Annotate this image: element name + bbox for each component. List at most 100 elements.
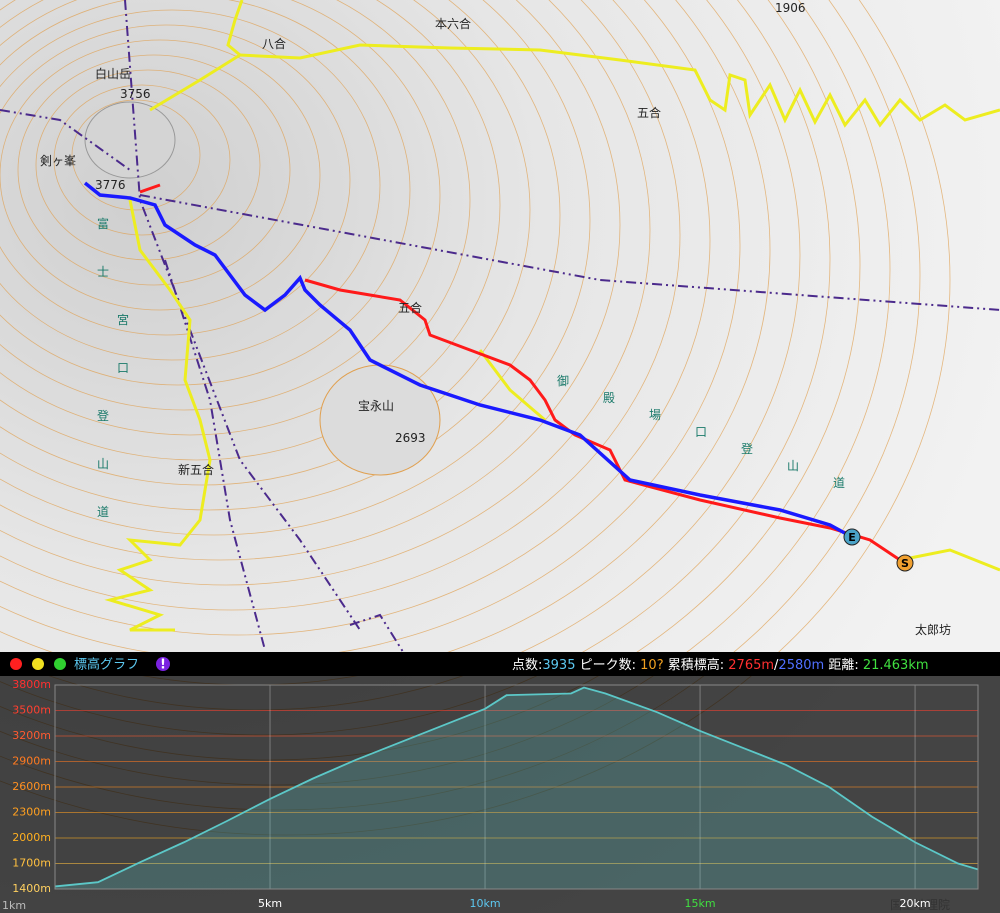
place-label: 剣ヶ峯 xyxy=(40,154,76,168)
boundary xyxy=(0,109,131,171)
trail-label: 殿 xyxy=(603,391,615,405)
stat-value: 3935 xyxy=(542,658,575,673)
route-segment xyxy=(304,278,901,562)
contour xyxy=(0,0,681,611)
contour xyxy=(0,0,561,511)
stat-label: ピーク数: xyxy=(580,658,636,673)
route-segment xyxy=(83,181,853,539)
trail-label: 登 xyxy=(97,408,109,423)
plot-frame xyxy=(54,684,979,890)
stats: 点数:3935 ピーク数: 10? 累積標高: 2765m/2580m 距離: … xyxy=(512,657,929,673)
contour xyxy=(0,0,651,586)
place-label: 太郎坊 xyxy=(915,622,951,637)
contour xyxy=(0,24,351,336)
minimize-button[interactable] xyxy=(32,658,44,670)
trail-label: 士 xyxy=(97,265,109,279)
place-label: 宝永山 xyxy=(358,399,394,413)
start-marker[interactable] xyxy=(896,554,914,572)
trail-label: 山 xyxy=(787,459,799,473)
info-button[interactable] xyxy=(156,657,170,671)
crater xyxy=(84,101,176,179)
panel-background xyxy=(0,652,1000,913)
spot-height: 3776 xyxy=(95,178,126,192)
spot-height: 3756 xyxy=(120,87,151,101)
elevation-panel: 標高グラフ ! 点数:3935 ピーク数: 10? 累積標高: 2765m/25… xyxy=(0,652,1000,913)
hoeizan-crater xyxy=(319,364,441,476)
contour xyxy=(17,54,291,286)
trail xyxy=(226,0,244,57)
contour xyxy=(0,0,591,536)
end-marker[interactable] xyxy=(843,528,861,546)
trail-label: 山 xyxy=(97,457,109,471)
profile-line xyxy=(54,686,979,888)
panel-title: 標高グラフ xyxy=(74,657,139,673)
trail-label: 場 xyxy=(649,408,661,422)
place-label: 八合 xyxy=(262,36,286,51)
spot-height: 1906 xyxy=(775,1,806,15)
x-tick-label: 15km xyxy=(685,897,716,910)
trail-label: 宮 xyxy=(117,312,129,327)
trail-label: 御 xyxy=(557,373,569,388)
stat-value: 2765m xyxy=(728,658,774,673)
trail-label: 富 xyxy=(97,216,109,231)
trail xyxy=(104,199,212,632)
y-tick-label: 2600m xyxy=(12,780,51,793)
boundary xyxy=(164,259,266,651)
contour xyxy=(0,0,471,436)
start-label: S xyxy=(901,557,909,570)
axis-corner-label: 1km xyxy=(2,899,26,912)
place-label: 五合 xyxy=(637,105,661,120)
y-tick-label: 1700m xyxy=(12,857,51,870)
trail xyxy=(478,349,546,422)
contour xyxy=(0,9,381,361)
x-tick-label: 5km xyxy=(258,897,282,910)
stat-label: 距離: xyxy=(828,658,858,673)
trail-label: 登 xyxy=(741,441,753,456)
contour xyxy=(0,0,621,561)
y-tick-label: 2000m xyxy=(12,831,51,844)
place-label: 五合 xyxy=(398,300,422,315)
stat-value: 10? xyxy=(640,658,663,673)
trail-label: 口 xyxy=(117,361,129,375)
trail-label: 口 xyxy=(695,425,707,439)
stat-value: 21.463km xyxy=(863,658,929,673)
trail-label: 道 xyxy=(97,505,109,519)
end-label: E xyxy=(848,531,856,544)
maximize-button[interactable] xyxy=(54,658,66,670)
contour xyxy=(0,0,411,386)
place-label: 白山岳 xyxy=(95,66,131,81)
boundary xyxy=(139,194,1000,311)
info-icon: ! xyxy=(160,658,166,673)
spot-height: 2693 xyxy=(395,431,426,445)
y-tick-label: 2300m xyxy=(12,806,51,819)
place-label: 新五合 xyxy=(178,462,214,477)
y-tick-label: 2900m xyxy=(12,755,51,768)
trails xyxy=(104,0,1000,632)
profile-area xyxy=(55,687,978,889)
contour xyxy=(71,99,201,211)
y-tick-label: 3500m xyxy=(12,704,51,717)
contour xyxy=(53,84,231,236)
route-segment xyxy=(139,183,161,194)
y-tick-label: 3800m xyxy=(12,678,51,691)
place-label: 本六合 xyxy=(435,16,471,31)
contour xyxy=(0,0,441,411)
stat-value: 2580m xyxy=(778,658,824,673)
boundaries xyxy=(0,0,1000,656)
trail-label: 道 xyxy=(833,476,845,490)
boundary xyxy=(349,613,406,656)
y-tick-label: 3200m xyxy=(12,729,51,742)
trail xyxy=(899,548,1000,572)
stat-label: 累積標高: xyxy=(668,657,724,673)
stat-label: 点数: xyxy=(512,658,542,673)
separator: / xyxy=(774,658,779,673)
y-tick-label: 1400m xyxy=(12,882,51,895)
contour xyxy=(0,39,321,311)
trail xyxy=(149,43,1000,128)
contour xyxy=(0,0,531,486)
x-tick-label: 20km xyxy=(900,897,931,910)
contour xyxy=(0,0,501,461)
copyright: 国土地理院 xyxy=(890,898,950,912)
close-button[interactable] xyxy=(10,658,22,670)
